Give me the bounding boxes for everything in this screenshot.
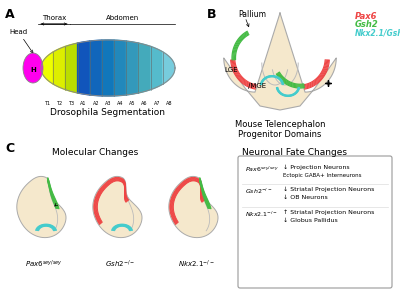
Text: A8: A8 [166,101,172,106]
Text: ↑ Striatal Projection Neurons: ↑ Striatal Projection Neurons [283,210,374,215]
Polygon shape [102,40,114,96]
Text: A5: A5 [129,101,136,106]
Text: Gsh2: Gsh2 [355,20,379,29]
Text: Mouse Telencephalon
Progenitor Domains: Mouse Telencephalon Progenitor Domains [235,120,325,140]
Text: ↓ OB Neurons: ↓ OB Neurons [283,195,328,200]
Text: Pax6: Pax6 [355,12,378,21]
Text: ↓ Projection Neurons: ↓ Projection Neurons [283,165,350,170]
Text: B: B [207,8,216,21]
Text: A6: A6 [141,101,148,106]
Text: Neuronal Fate Changes: Neuronal Fate Changes [242,148,348,157]
Polygon shape [138,43,151,93]
Polygon shape [126,41,138,95]
Text: LGE: LGE [224,67,238,73]
Text: Drosophila Segmentation: Drosophila Segmentation [50,108,166,117]
Text: A3: A3 [105,101,111,106]
Text: $Nkx2.1^{-/-}$: $Nkx2.1^{-/-}$ [178,259,214,270]
Text: /MGE: /MGE [248,83,266,89]
Polygon shape [41,52,53,84]
Text: H: H [30,67,36,73]
Polygon shape [114,40,126,96]
Text: Thorax: Thorax [42,15,66,21]
Text: Nkx2.1/Gsh2: Nkx2.1/Gsh2 [355,28,400,37]
Polygon shape [224,13,336,110]
Polygon shape [90,40,102,96]
Text: Pallium: Pallium [238,10,266,19]
Text: A1: A1 [80,101,87,106]
Polygon shape [151,47,163,90]
Text: A: A [5,8,15,21]
Polygon shape [163,52,175,84]
Text: T2: T2 [56,101,62,106]
Text: A2: A2 [92,101,99,106]
Text: $Nkx2.1^{-/-}$: $Nkx2.1^{-/-}$ [245,210,278,219]
Text: ↓ Globus Pallidus: ↓ Globus Pallidus [283,218,338,223]
Polygon shape [65,43,78,93]
Polygon shape [53,47,65,90]
Text: Molecular Changes: Molecular Changes [52,148,138,157]
Text: $Gsh2^{-/-}$: $Gsh2^{-/-}$ [105,259,135,270]
Text: Head: Head [9,29,27,35]
Polygon shape [17,176,66,238]
Ellipse shape [23,53,43,83]
Polygon shape [78,41,90,95]
Text: T3: T3 [68,101,74,106]
FancyBboxPatch shape [238,156,392,288]
Text: ↓ Striatal Projection Neurons: ↓ Striatal Projection Neurons [283,187,374,192]
Polygon shape [93,176,142,238]
Text: Abdomen: Abdomen [106,15,139,21]
Text: Ectopic GABA+ Interneurons: Ectopic GABA+ Interneurons [283,173,362,178]
Text: $Gsh2^{-/-}$: $Gsh2^{-/-}$ [245,187,272,196]
Text: $Pax6^{sey/sey}$: $Pax6^{sey/sey}$ [25,259,63,270]
Text: A4: A4 [117,101,124,106]
Polygon shape [169,176,218,238]
Text: C: C [5,142,14,155]
Text: T1: T1 [44,101,50,106]
Text: $Pax6^{sey/sey}$: $Pax6^{sey/sey}$ [245,165,279,174]
Text: A7: A7 [154,101,160,106]
